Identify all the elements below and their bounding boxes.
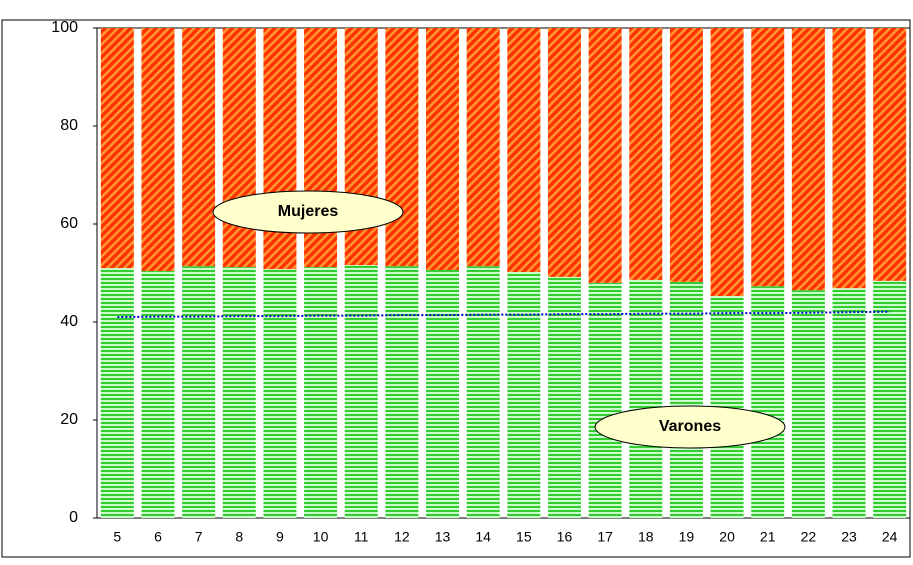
bar-segment xyxy=(547,28,581,277)
x-tick-label: 5 xyxy=(113,529,121,545)
bar-segment xyxy=(263,269,297,518)
x-tick-label: 10 xyxy=(313,529,329,545)
x-tick-label: 23 xyxy=(841,529,857,545)
x-tick-label: 9 xyxy=(276,529,284,545)
bar-segment xyxy=(182,266,216,518)
x-tick-label: 8 xyxy=(235,529,243,545)
bar-segment xyxy=(426,270,460,518)
bar-segment xyxy=(669,281,703,518)
x-tick-label: 22 xyxy=(801,529,817,545)
x-tick-label: 20 xyxy=(719,529,735,545)
bar-segment xyxy=(222,267,256,518)
x-tick-label: 24 xyxy=(882,529,898,545)
bar-segment xyxy=(629,279,663,518)
bar-segment xyxy=(222,28,256,268)
bar-segment xyxy=(466,266,500,518)
y-tick-label: 60 xyxy=(60,215,78,232)
bar-segment xyxy=(100,28,134,269)
x-tick-label: 13 xyxy=(435,529,451,545)
bar-segment xyxy=(385,28,419,267)
reference-line xyxy=(117,310,890,319)
x-tick-label: 7 xyxy=(195,529,203,545)
y-tick-label: 80 xyxy=(60,117,78,134)
bar-segment xyxy=(669,28,703,282)
series-label: Mujeres xyxy=(278,203,339,220)
series-label-bubble xyxy=(594,405,786,449)
x-tick-label: 19 xyxy=(679,529,695,545)
bar-segment xyxy=(710,28,744,297)
bar-segment xyxy=(141,271,175,518)
y-tick-label: 20 xyxy=(60,411,78,428)
bar-segment xyxy=(426,28,460,271)
bar-segment xyxy=(304,267,338,518)
bar-segment xyxy=(385,266,419,518)
x-tick-label: 11 xyxy=(354,529,369,545)
bar-segment xyxy=(547,276,581,518)
x-tick-label: 21 xyxy=(760,529,776,545)
bar-segment xyxy=(751,28,785,287)
plot-area xyxy=(96,27,911,519)
x-tick-label: 16 xyxy=(557,529,573,545)
x-tick-label: 6 xyxy=(154,529,162,545)
series-label: Varones xyxy=(659,418,721,435)
bar-segment xyxy=(588,28,622,283)
x-tick-label: 18 xyxy=(638,529,654,545)
bar-segment xyxy=(588,282,622,518)
y-tick-label: 40 xyxy=(60,313,78,330)
bar-segment xyxy=(832,28,866,289)
x-tick-label: 15 xyxy=(516,529,532,545)
bar-segment xyxy=(507,28,541,273)
y-tick-label: 100 xyxy=(51,19,78,36)
bar-segment xyxy=(100,268,134,518)
bar-segment xyxy=(873,280,907,518)
bar-segment xyxy=(507,272,541,518)
bar-segment xyxy=(791,290,825,518)
bar-segment xyxy=(873,28,907,281)
x-tick-label: 12 xyxy=(394,529,410,545)
bar-segment xyxy=(182,28,216,267)
bar-segment xyxy=(344,265,378,518)
bar-segment xyxy=(141,28,175,272)
bar-segment xyxy=(832,288,866,518)
bar-segment xyxy=(751,286,785,518)
series-label-bubble xyxy=(212,190,404,234)
bar-segment xyxy=(466,28,500,267)
x-tick-label: 14 xyxy=(475,529,491,545)
y-tick-label: 0 xyxy=(69,509,78,526)
bar-segment xyxy=(791,28,825,291)
x-tick-label: 17 xyxy=(597,529,613,545)
bar-segment xyxy=(629,28,663,280)
